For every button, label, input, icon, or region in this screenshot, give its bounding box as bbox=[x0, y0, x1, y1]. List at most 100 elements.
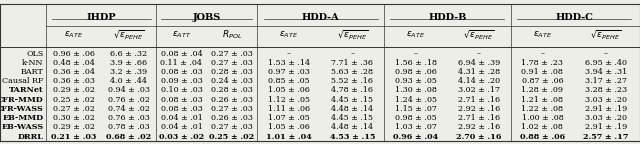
Text: 0.97 ± .03: 0.97 ± .03 bbox=[268, 68, 310, 76]
Text: 1.28 ± .09: 1.28 ± .09 bbox=[522, 86, 563, 94]
Text: $\sqrt{\varepsilon_{\mathit{PEHE}}}$: $\sqrt{\varepsilon_{\mathit{PEHE}}}$ bbox=[463, 28, 495, 41]
Text: 1.24 ± .05: 1.24 ± .05 bbox=[395, 96, 436, 104]
Text: 0.85 ± .05: 0.85 ± .05 bbox=[268, 77, 310, 85]
Text: 4.48 ± .14: 4.48 ± .14 bbox=[332, 105, 373, 113]
Text: 0.08 ± .03: 0.08 ± .03 bbox=[161, 105, 202, 113]
Text: 0.26 ± .03: 0.26 ± .03 bbox=[211, 96, 253, 104]
Text: 0.03 ± .02: 0.03 ± .02 bbox=[159, 132, 204, 141]
Text: 1.78 ± .23: 1.78 ± .23 bbox=[522, 59, 563, 67]
Text: 3.9 ± .66: 3.9 ± .66 bbox=[110, 59, 147, 67]
Text: 2.70 ± .16: 2.70 ± .16 bbox=[456, 132, 502, 141]
Text: 2.71 ± .16: 2.71 ± .16 bbox=[458, 114, 500, 122]
Text: –: – bbox=[540, 50, 545, 58]
Text: 4.31 ± .28: 4.31 ± .28 bbox=[458, 68, 500, 76]
Text: 0.96 ± .04: 0.96 ± .04 bbox=[393, 132, 438, 141]
Text: 1.12 ± .05: 1.12 ± .05 bbox=[268, 96, 310, 104]
Text: 0.74 ± .02: 0.74 ± .02 bbox=[108, 105, 150, 113]
Text: 4.53 ± .15: 4.53 ± .15 bbox=[330, 132, 375, 141]
Text: 2.71 ± .16: 2.71 ± .16 bbox=[458, 96, 500, 104]
Text: 0.87 ± .06: 0.87 ± .06 bbox=[522, 77, 563, 85]
Text: $\varepsilon_{\mathit{ATT}}$: $\varepsilon_{\mathit{ATT}}$ bbox=[172, 29, 191, 40]
Text: 0.28 ± .03: 0.28 ± .03 bbox=[211, 86, 253, 94]
Text: 1.02 ± .08: 1.02 ± .08 bbox=[522, 123, 563, 131]
Text: 0.08 ± .03: 0.08 ± .03 bbox=[161, 68, 202, 76]
Text: $\varepsilon_{\mathit{ATE}}$: $\varepsilon_{\mathit{ATE}}$ bbox=[533, 29, 552, 40]
Text: 0.24 ± .03: 0.24 ± .03 bbox=[211, 77, 253, 85]
Text: 7.71 ± .36: 7.71 ± .36 bbox=[332, 59, 373, 67]
Text: 1.07 ± .05: 1.07 ± .05 bbox=[268, 114, 310, 122]
Text: 1.05 ± .06: 1.05 ± .06 bbox=[268, 86, 310, 94]
Text: 0.04 ± .01: 0.04 ± .01 bbox=[161, 123, 202, 131]
Text: 0.94 ± .03: 0.94 ± .03 bbox=[108, 86, 150, 94]
Text: $\varepsilon_{\mathit{ATE}}$: $\varepsilon_{\mathit{ATE}}$ bbox=[406, 29, 425, 40]
Text: 3.03 ± .20: 3.03 ± .20 bbox=[585, 96, 627, 104]
Text: –: – bbox=[477, 50, 481, 58]
Text: CFR-MMD: CFR-MMD bbox=[0, 96, 44, 104]
Text: 6.95 ± .40: 6.95 ± .40 bbox=[585, 59, 627, 67]
Text: 0.21 ± .03: 0.21 ± .03 bbox=[51, 132, 96, 141]
Text: –: – bbox=[604, 50, 608, 58]
Text: $\sqrt{\varepsilon_{\mathit{PEHE}}}$: $\sqrt{\varepsilon_{\mathit{PEHE}}}$ bbox=[590, 28, 621, 41]
Text: HDD-C: HDD-C bbox=[555, 13, 593, 22]
Text: 3.02 ± .17: 3.02 ± .17 bbox=[458, 86, 500, 94]
Text: k-NN: k-NN bbox=[22, 59, 44, 67]
Text: 0.76 ± .02: 0.76 ± .02 bbox=[108, 96, 150, 104]
Text: 0.25 ± .02: 0.25 ± .02 bbox=[52, 96, 95, 104]
Text: 1.30 ± .08: 1.30 ± .08 bbox=[395, 86, 436, 94]
Text: 6.6 ± .32: 6.6 ± .32 bbox=[110, 50, 147, 58]
Text: 0.96 ± .06: 0.96 ± .06 bbox=[52, 50, 95, 58]
Text: HDD-B: HDD-B bbox=[428, 13, 467, 22]
Text: EB-WASS: EB-WASS bbox=[1, 123, 44, 131]
Text: 0.08 ± .04: 0.08 ± .04 bbox=[161, 50, 202, 58]
Text: $\varepsilon_{\mathit{ATE}}$: $\varepsilon_{\mathit{ATE}}$ bbox=[64, 29, 83, 40]
Text: JOBS: JOBS bbox=[193, 13, 221, 22]
Text: 0.28 ± .03: 0.28 ± .03 bbox=[211, 68, 253, 76]
Text: 0.27 ± .03: 0.27 ± .03 bbox=[211, 105, 253, 113]
Text: Causal RF: Causal RF bbox=[2, 77, 44, 85]
Text: 4.45 ± .15: 4.45 ± .15 bbox=[332, 114, 373, 122]
Text: 4.0 ± .44: 4.0 ± .44 bbox=[110, 77, 147, 85]
Text: 0.27 ± .03: 0.27 ± .03 bbox=[211, 50, 253, 58]
Text: –: – bbox=[413, 50, 418, 58]
Text: 0.08 ± .03: 0.08 ± .03 bbox=[161, 96, 202, 104]
Text: 1.22 ± .08: 1.22 ± .08 bbox=[522, 105, 563, 113]
Text: 0.68 ± .02: 0.68 ± .02 bbox=[106, 132, 151, 141]
Text: BART: BART bbox=[20, 68, 44, 76]
Text: 4.48 ± .14: 4.48 ± .14 bbox=[332, 123, 373, 131]
Text: 0.10 ± .03: 0.10 ± .03 bbox=[161, 86, 202, 94]
Text: 5.52 ± .16: 5.52 ± .16 bbox=[332, 77, 373, 85]
Text: 0.26 ± .03: 0.26 ± .03 bbox=[211, 114, 253, 122]
Text: 1.00 ± .08: 1.00 ± .08 bbox=[522, 114, 563, 122]
Text: 3.03 ± .20: 3.03 ± .20 bbox=[585, 114, 627, 122]
Text: 1.15 ± .07: 1.15 ± .07 bbox=[395, 105, 436, 113]
Text: $\sqrt{\varepsilon_{\mathit{PEHE}}}$: $\sqrt{\varepsilon_{\mathit{PEHE}}}$ bbox=[113, 28, 145, 41]
Text: $\sqrt{\varepsilon_{\mathit{PEHE}}}$: $\sqrt{\varepsilon_{\mathit{PEHE}}}$ bbox=[337, 28, 368, 41]
Text: –: – bbox=[287, 50, 291, 58]
Text: 0.93 ± .05: 0.93 ± .05 bbox=[395, 77, 436, 85]
Text: HDD-A: HDD-A bbox=[302, 13, 339, 22]
Text: 0.76 ± .03: 0.76 ± .03 bbox=[108, 114, 150, 122]
Text: 0.29 ± .02: 0.29 ± .02 bbox=[52, 123, 95, 131]
Text: 0.98 ± .05: 0.98 ± .05 bbox=[395, 114, 436, 122]
Text: 1.56 ± .18: 1.56 ± .18 bbox=[395, 59, 436, 67]
Text: $R_{\mathit{POL}}$: $R_{\mathit{POL}}$ bbox=[222, 28, 242, 41]
Text: 1.05 ± .06: 1.05 ± .06 bbox=[268, 123, 310, 131]
Text: IHDP: IHDP bbox=[86, 13, 116, 22]
Text: 3.17 ± .27: 3.17 ± .27 bbox=[585, 77, 627, 85]
Text: DRRL: DRRL bbox=[18, 132, 44, 141]
Text: 0.29 ± .02: 0.29 ± .02 bbox=[52, 86, 95, 94]
Text: 0.98 ± .06: 0.98 ± .06 bbox=[395, 68, 436, 76]
Text: $\varepsilon_{\mathit{ATE}}$: $\varepsilon_{\mathit{ATE}}$ bbox=[280, 29, 298, 40]
Text: 2.92 ± .16: 2.92 ± .16 bbox=[458, 123, 500, 131]
Text: TARNet: TARNet bbox=[9, 86, 44, 94]
Text: 1.01 ± .04: 1.01 ± .04 bbox=[266, 132, 312, 141]
Text: 1.03 ± .07: 1.03 ± .07 bbox=[395, 123, 436, 131]
Text: 0.88 ± .06: 0.88 ± .06 bbox=[520, 132, 565, 141]
Text: 2.92 ± .16: 2.92 ± .16 bbox=[458, 105, 500, 113]
Text: 4.78 ± .16: 4.78 ± .16 bbox=[332, 86, 373, 94]
Text: 0.91 ± .08: 0.91 ± .08 bbox=[522, 68, 563, 76]
Text: 0.30 ± .02: 0.30 ± .02 bbox=[52, 114, 95, 122]
Text: 0.48 ± .04: 0.48 ± .04 bbox=[52, 59, 95, 67]
Text: OLS: OLS bbox=[26, 50, 44, 58]
Text: 1.11 ± .06: 1.11 ± .06 bbox=[268, 105, 310, 113]
